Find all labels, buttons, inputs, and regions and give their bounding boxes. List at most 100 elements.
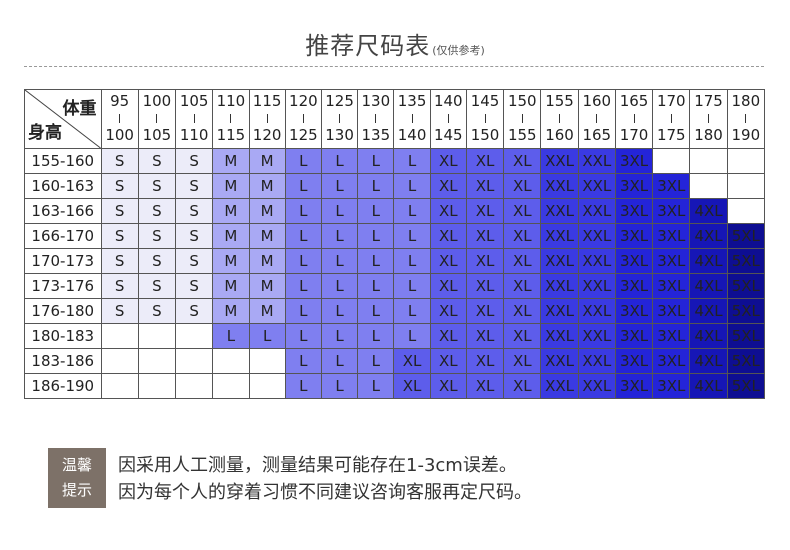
table-row: 155-160 S S S M M L L L L XL XL XL XXL XXL 3XL <box>24 148 766 174</box>
weight-range: 125 130 <box>322 91 356 148</box>
size-cell: 3XL <box>652 248 691 274</box>
height-range-cell: 183-186 <box>24 348 102 374</box>
range-tick <box>559 114 561 123</box>
size-cell: L <box>320 223 359 249</box>
size-cell: 3XL <box>614 298 654 324</box>
size-cell: S <box>175 298 214 324</box>
size-cell: M <box>212 173 250 199</box>
range-tick <box>411 114 413 123</box>
weight-low: 150 <box>507 92 537 110</box>
table-row: 163-166 S S S M M L L L L XL XL XL XXL XXL 3XL 3XL 4XL <box>24 198 766 224</box>
size-cell: S <box>100 298 139 324</box>
table-row: 186-190 L L L XL XL XL XL XXL XXL 3XL 3XL 4XL 5XL <box>24 373 766 399</box>
size-cell: XL <box>429 248 467 274</box>
size-cell: XL <box>429 273 467 299</box>
weight-low: 110 <box>216 92 246 110</box>
range-tick <box>633 114 635 123</box>
table-row: 183-186 L L L XL XL XL XL XXL XXL 3XL 3XL 4XL 5XL <box>24 348 766 374</box>
size-cell: L <box>320 248 359 274</box>
tip-label-box: 温馨 提示 <box>48 448 106 508</box>
size-cell: L <box>357 348 395 374</box>
size-cell: XL <box>465 248 505 274</box>
weight-low: 160 <box>582 92 612 110</box>
size-cell: 4XL <box>689 298 728 324</box>
weight-range: 135 140 <box>395 91 429 148</box>
range-tick <box>230 114 232 123</box>
size-cell: M <box>212 223 250 249</box>
size-cell: M <box>248 248 286 274</box>
size-cell: XL <box>465 198 505 224</box>
weight-range: 145 150 <box>467 91 502 148</box>
size-cell: L <box>393 273 431 299</box>
weight-range: 115 120 <box>250 91 284 148</box>
range-tick <box>193 114 195 123</box>
weight-low: 145 <box>470 92 500 110</box>
size-cell: 5XL <box>726 323 766 349</box>
size-cell: XXL <box>540 373 579 399</box>
size-cell: 3XL <box>614 273 654 299</box>
size-cell: 3XL <box>652 273 691 299</box>
size-cell: XXL <box>540 223 579 249</box>
weight-range-header: 160 165 <box>577 89 616 149</box>
size-cell: XL <box>429 148 467 174</box>
size-cell <box>137 323 177 349</box>
size-cell: XL <box>465 173 505 199</box>
height-range-cell: 176-180 <box>24 298 102 324</box>
size-cell <box>100 373 139 399</box>
size-cell: L <box>320 373 359 399</box>
dashed-divider <box>24 66 764 67</box>
table-row: 166-170 S S S M M L L L L XL XL XL XXL XXL 3XL 3XL 4XL 5XL <box>24 223 766 249</box>
height-range-cell: 186-190 <box>24 373 102 399</box>
range-tick <box>484 114 486 123</box>
size-cell: M <box>212 198 250 224</box>
weight-high: 120 <box>252 126 282 144</box>
size-cell: L <box>284 298 322 324</box>
size-cell: L <box>284 148 322 174</box>
size-cell: XL <box>465 223 505 249</box>
size-cell: XXL <box>540 148 579 174</box>
size-cell: L <box>212 323 250 349</box>
weight-range-header: 155 160 <box>540 89 579 149</box>
size-cell: XXL <box>540 248 579 274</box>
weight-range-header: 180 190 <box>726 89 766 149</box>
size-cell: 4XL <box>689 273 728 299</box>
weight-range-header: 95 100 <box>100 89 139 149</box>
size-cell <box>175 348 214 374</box>
range-tick <box>266 114 268 123</box>
weight-range: 120 125 <box>286 91 320 148</box>
weight-low: 100 <box>142 92 172 110</box>
size-cell: M <box>248 198 286 224</box>
weight-low: 130 <box>361 92 391 110</box>
size-cell: XXL <box>577 273 616 299</box>
size-cell: XL <box>393 373 431 399</box>
weight-high: 140 <box>397 126 427 144</box>
size-cell: M <box>248 223 286 249</box>
weight-low: 95 <box>110 92 130 110</box>
size-cell: S <box>175 273 214 299</box>
size-cell: XL <box>429 223 467 249</box>
size-cell: 3XL <box>652 198 691 224</box>
page-subtitle: (仅供参考) <box>432 44 485 57</box>
title-block: 推荐尺码表 (仅供参考) <box>0 26 790 61</box>
weight-range-header: 115 120 <box>248 89 286 149</box>
size-cell: L <box>357 148 395 174</box>
weight-range: 165 170 <box>616 91 651 148</box>
size-cell: S <box>100 173 139 199</box>
weight-high: 105 <box>142 126 172 144</box>
size-cell: XL <box>429 198 467 224</box>
weight-range: 175 180 <box>691 91 726 148</box>
weight-low: 105 <box>179 92 209 110</box>
weight-range-header: 125 130 <box>320 89 359 149</box>
weight-range: 180 190 <box>728 91 763 148</box>
size-cell: XL <box>393 348 431 374</box>
size-cell: L <box>357 173 395 199</box>
size-cell: XL <box>503 323 542 349</box>
size-cell: M <box>248 173 286 199</box>
size-cell: M <box>248 298 286 324</box>
size-cell: 4XL <box>689 198 728 224</box>
size-cell: 5XL <box>726 298 766 324</box>
weight-range-header: 145 150 <box>465 89 505 149</box>
size-cell: XL <box>465 298 505 324</box>
size-cell: M <box>248 148 286 174</box>
size-cell: M <box>212 298 250 324</box>
